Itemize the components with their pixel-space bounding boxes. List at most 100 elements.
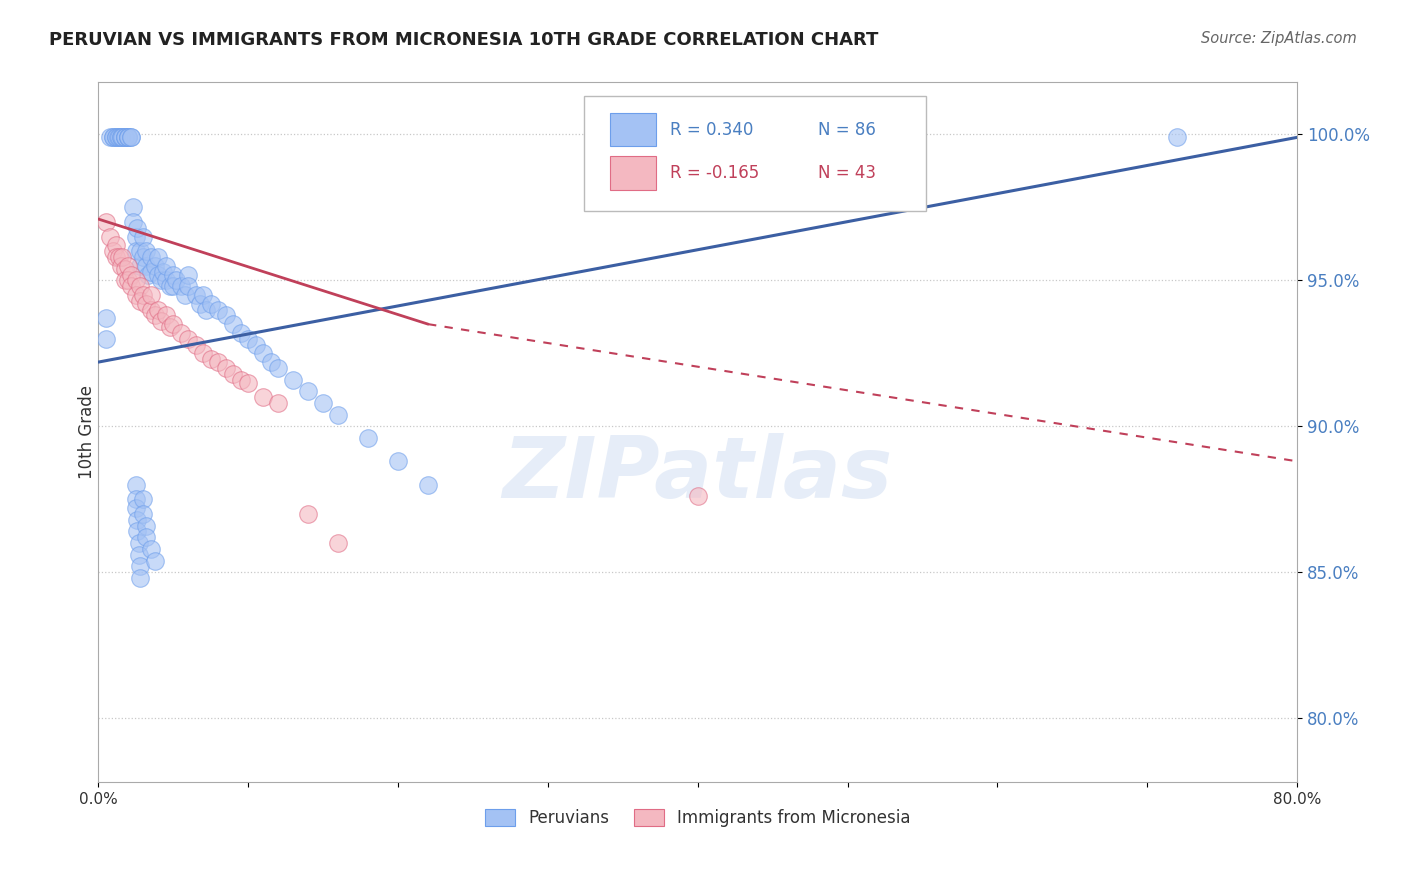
Point — [110, 130, 132, 145]
Point — [132, 250, 155, 264]
Point — [139, 264, 162, 278]
Point — [105, 130, 128, 145]
Point — [132, 229, 155, 244]
Point — [125, 288, 148, 302]
Point — [105, 130, 128, 145]
Point — [229, 373, 252, 387]
Point — [108, 250, 131, 264]
Point — [117, 259, 139, 273]
Point — [229, 326, 252, 340]
Point — [245, 337, 267, 351]
Point — [111, 250, 134, 264]
Point — [222, 317, 245, 331]
Point — [127, 513, 149, 527]
Point — [125, 477, 148, 491]
Point — [297, 507, 319, 521]
Point — [207, 302, 229, 317]
Point — [132, 288, 155, 302]
Point — [139, 288, 162, 302]
Point — [98, 229, 121, 244]
Point — [188, 296, 211, 310]
Point — [125, 229, 148, 244]
Point — [267, 396, 290, 410]
Point — [159, 320, 181, 334]
FancyBboxPatch shape — [583, 96, 925, 211]
Text: R = -0.165: R = -0.165 — [671, 164, 759, 182]
Point — [129, 559, 152, 574]
Point — [260, 355, 283, 369]
Point — [120, 268, 142, 282]
Point — [128, 548, 150, 562]
Point — [326, 408, 349, 422]
Point — [94, 311, 117, 326]
Point — [148, 302, 170, 317]
Point — [143, 553, 166, 567]
Text: ZIPatlas: ZIPatlas — [503, 433, 893, 516]
Point — [125, 501, 148, 516]
Point — [117, 130, 139, 145]
Point — [193, 346, 215, 360]
Point — [117, 130, 139, 145]
Point — [114, 130, 136, 145]
Point — [148, 250, 170, 264]
Point — [111, 130, 134, 145]
Point — [125, 244, 148, 259]
Point — [215, 360, 238, 375]
Point — [129, 571, 152, 585]
Point — [155, 309, 177, 323]
Point — [150, 314, 173, 328]
Point — [177, 268, 200, 282]
Point — [127, 524, 149, 539]
Point — [127, 220, 149, 235]
Text: PERUVIAN VS IMMIGRANTS FROM MICRONESIA 10TH GRADE CORRELATION CHART: PERUVIAN VS IMMIGRANTS FROM MICRONESIA 1… — [49, 31, 879, 49]
Point — [1166, 130, 1188, 145]
Point — [207, 355, 229, 369]
Point — [129, 259, 152, 273]
Point — [238, 332, 260, 346]
Point — [283, 373, 305, 387]
Point — [159, 279, 181, 293]
Point — [184, 288, 207, 302]
Point — [114, 261, 136, 276]
Point — [117, 273, 139, 287]
Point — [114, 130, 136, 145]
Point — [120, 130, 142, 145]
Text: N = 43: N = 43 — [818, 164, 876, 182]
Point — [155, 273, 177, 287]
Point — [416, 477, 439, 491]
Point — [114, 130, 136, 145]
Point — [686, 489, 709, 503]
Point — [143, 259, 166, 273]
Point — [117, 130, 139, 145]
Point — [132, 507, 155, 521]
Point — [94, 332, 117, 346]
Point — [238, 376, 260, 390]
Point — [139, 302, 162, 317]
Point — [267, 360, 290, 375]
Point — [170, 326, 193, 340]
Point — [135, 518, 157, 533]
Point — [200, 296, 222, 310]
Point — [252, 346, 274, 360]
Point — [162, 279, 184, 293]
Point — [120, 130, 142, 145]
FancyBboxPatch shape — [610, 156, 655, 190]
Point — [125, 492, 148, 507]
Point — [114, 273, 136, 287]
Point — [312, 396, 335, 410]
Point — [107, 130, 129, 145]
Point — [148, 268, 170, 282]
Point — [129, 244, 152, 259]
Point — [120, 279, 142, 293]
Point — [105, 250, 128, 264]
Text: Source: ZipAtlas.com: Source: ZipAtlas.com — [1201, 31, 1357, 46]
Point — [125, 273, 148, 287]
Point — [135, 530, 157, 544]
Point — [94, 215, 117, 229]
Point — [108, 130, 131, 145]
Point — [110, 259, 132, 273]
Point — [162, 268, 184, 282]
Point — [103, 130, 125, 145]
Text: N = 86: N = 86 — [818, 120, 876, 138]
FancyBboxPatch shape — [610, 112, 655, 146]
